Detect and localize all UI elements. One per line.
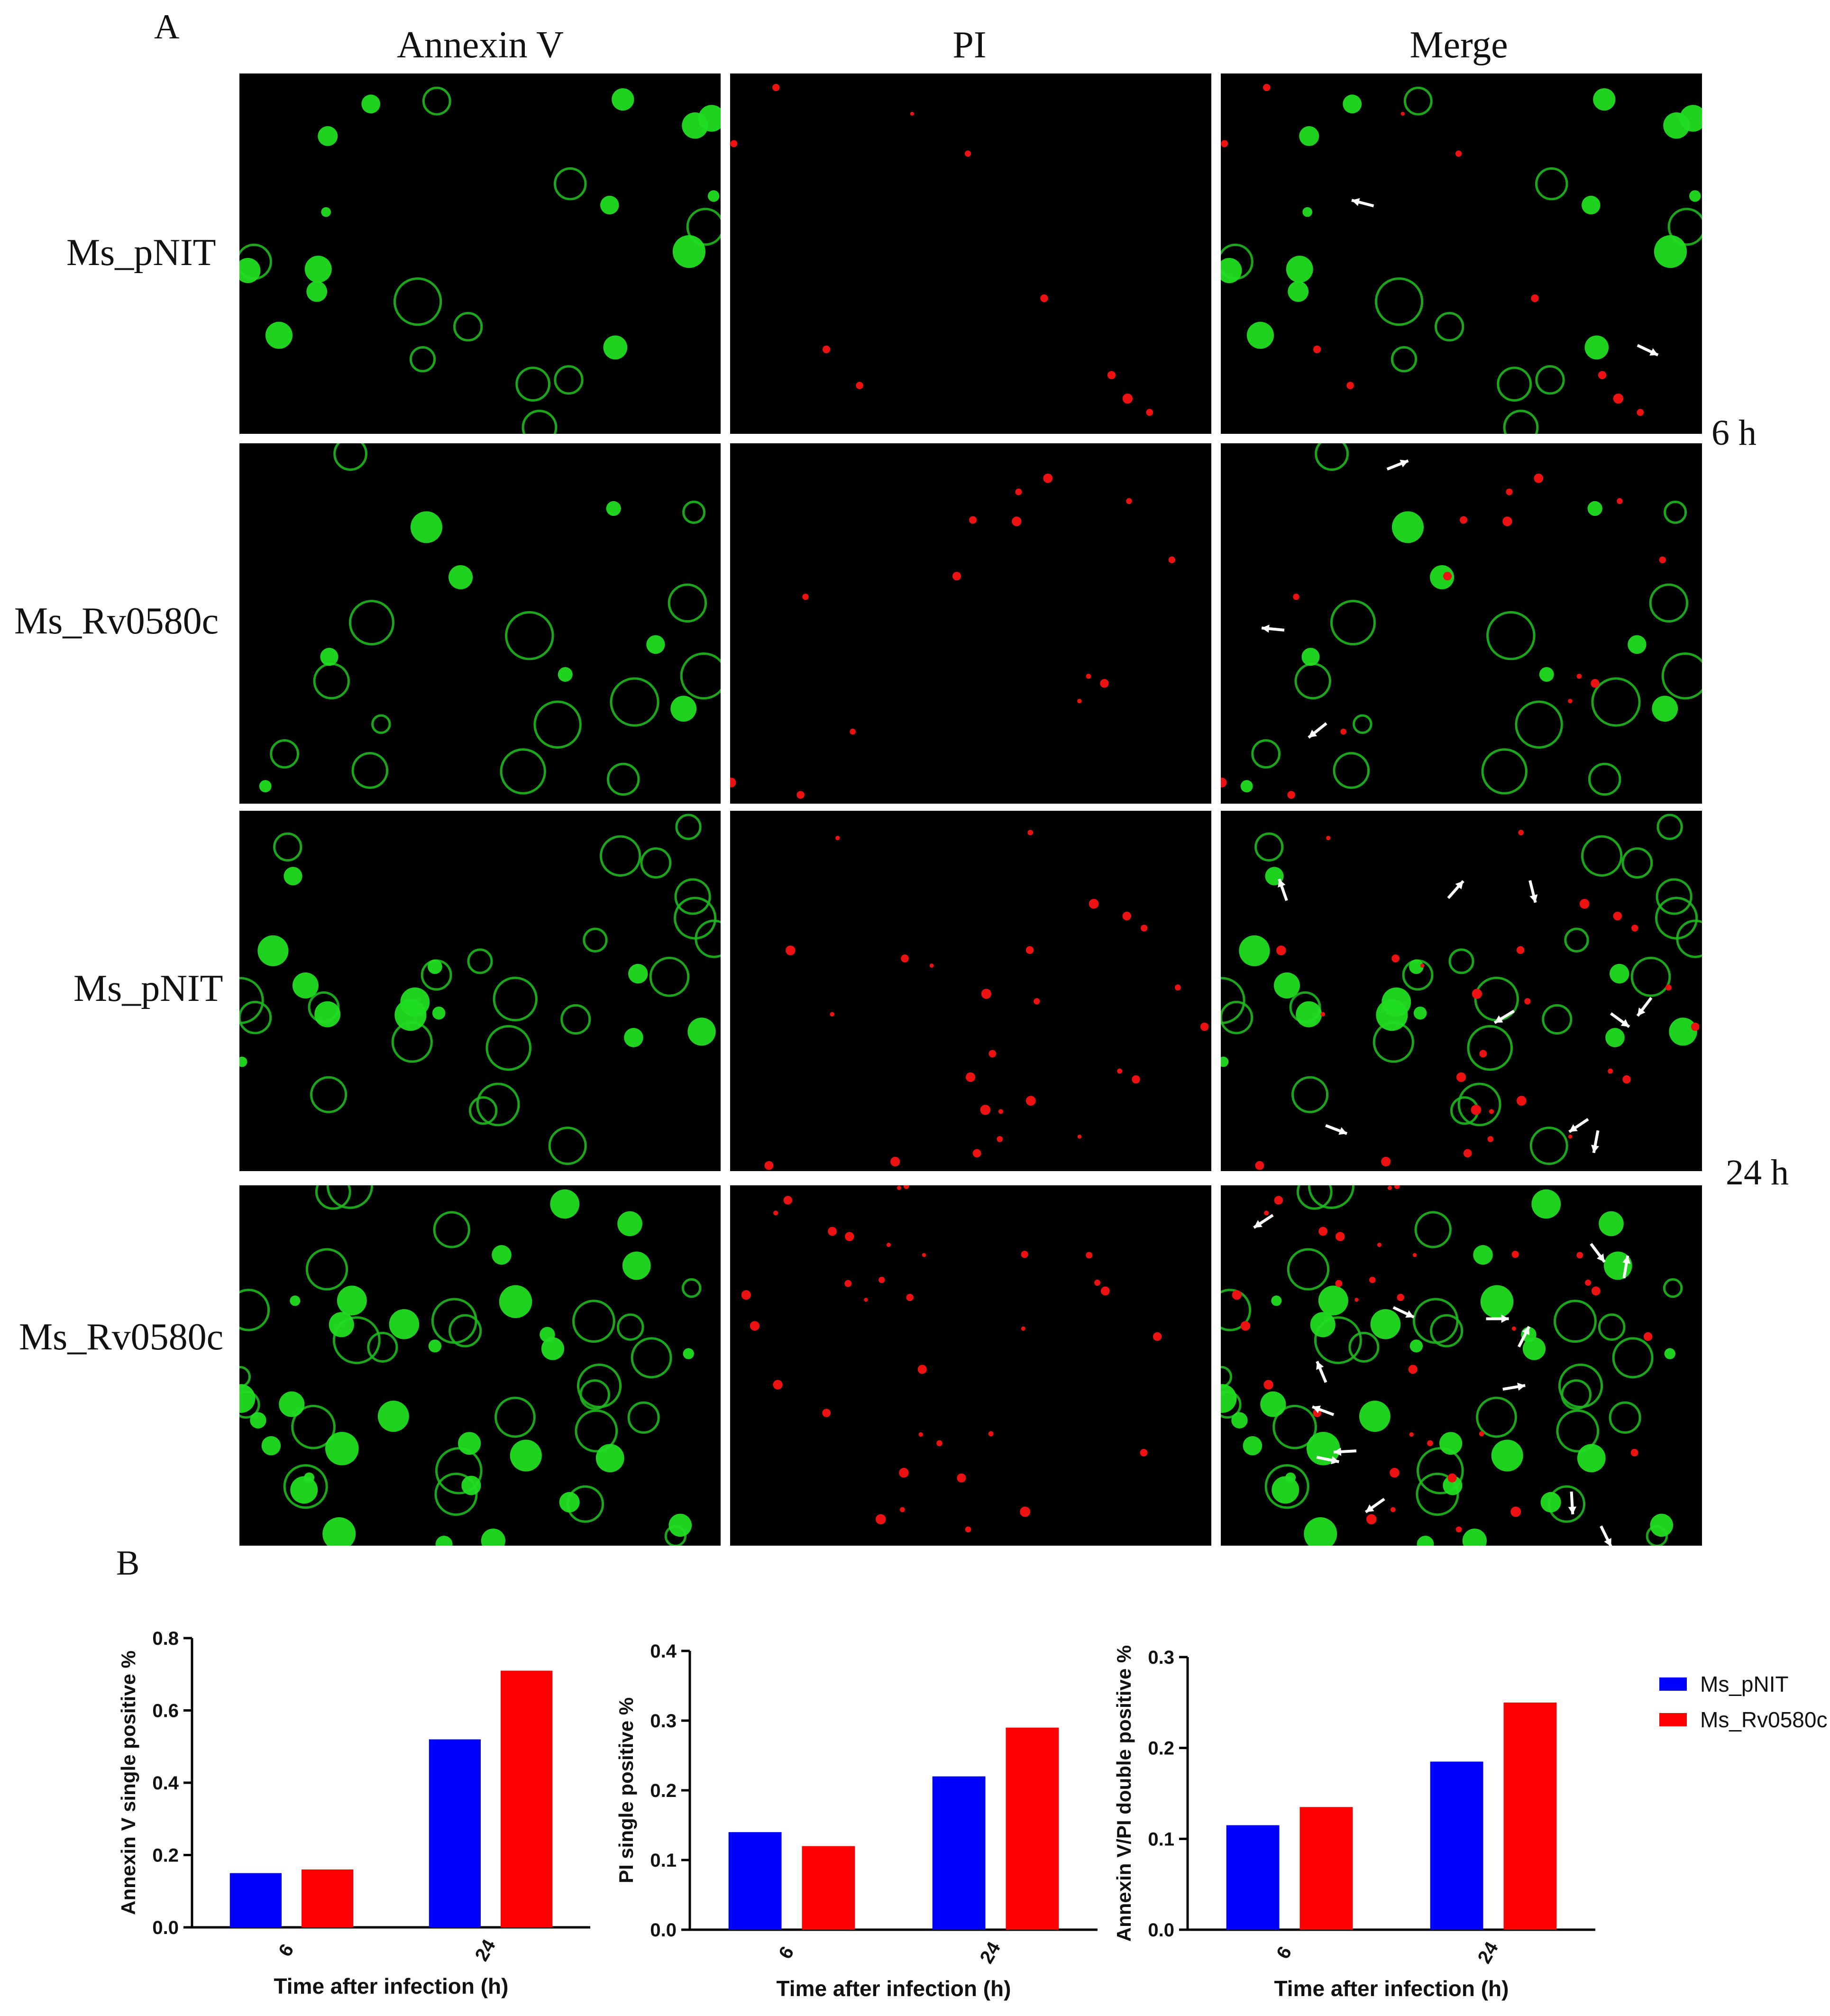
x-tick-label: 24 [1474, 1938, 1503, 1967]
time-label-24h: 24 h [1726, 1153, 1789, 1192]
y-tick-label: 0.3 [650, 1711, 677, 1732]
y-tick-label: 0.2 [650, 1780, 677, 1801]
bar-ms-pnit-6h [728, 1832, 782, 1930]
micrograph-pnit-24h-annexin [239, 811, 721, 1171]
micrograph-image [239, 1185, 702, 1546]
legend-swatch-pnit [1659, 1677, 1687, 1691]
micrograph-pnit-24h-pi [730, 811, 1211, 1171]
x-axis-label: Time after infection (h) [777, 1976, 1011, 2001]
micrograph-rv0580c-6h-merge [1221, 443, 1702, 804]
micrograph-rv0580c-24h-annexin [239, 1185, 721, 1546]
bar-ms-pnit-6h [229, 1873, 282, 1927]
micrograph-image [741, 1185, 1162, 1533]
y-tick-label: 0.6 [152, 1701, 179, 1722]
row-label-rv0580c-6h: Ms_Rv0580c [14, 600, 219, 642]
row-label-pnit-24h: Ms_pNIT [73, 968, 223, 1009]
micrograph-image [764, 830, 1209, 1170]
bar-ms-rv0580c-24h [501, 1670, 553, 1927]
micrograph-image [730, 473, 1175, 799]
micrograph-rv0580c-24h-merge [1221, 1185, 1702, 1546]
micrograph-image [1221, 814, 1702, 1170]
micrograph-pnit-6h-merge [1221, 73, 1702, 434]
bar-ms-rv0580c-24h [1006, 1727, 1059, 1930]
y-tick-label: 0.1 [650, 1850, 677, 1871]
x-tick-label: 6 [775, 1943, 798, 1962]
micrograph-pnit-6h-annexin [239, 73, 721, 434]
y-tick-label: 0.1 [1148, 1829, 1174, 1850]
chart-pi-single-svg: 0.0 0.1 0.2 0.3 0.4 6 24 Time after infection (… [615, 1641, 1098, 2001]
micrograph-image [259, 443, 721, 796]
micrograph-image [1221, 83, 1702, 434]
legend-item-pnit: Ms_pNIT [1659, 1671, 1789, 1697]
micrograph-pnit-6h-pi [730, 73, 1211, 434]
bar-ms-pnit-6h [1226, 1825, 1280, 1930]
row-label-pnit-6h: Ms_pNIT [66, 232, 216, 274]
bar-ms-pnit-24h [932, 1776, 986, 1930]
micrograph-rv0580c-6h-pi [730, 443, 1211, 804]
y-tick-label: 0.3 [1148, 1647, 1174, 1668]
x-axis-label: Time after infection (h) [274, 1974, 509, 1998]
column-title-merge: Merge [1409, 24, 1508, 66]
chart-double-positive-svg: 0.0 0.1 0.2 0.3 6 24 Time after infection (h) A… [1113, 1645, 1595, 2001]
y-tick-label: 0.0 [1148, 1920, 1174, 1941]
time-label-6h: 6 h [1711, 413, 1757, 453]
chart-double-positive: 0.0 0.1 0.2 0.3 6 24 Time after infection (h) A… [1113, 1626, 1610, 2006]
panel-letter-a: A [154, 8, 180, 46]
y-axis-label: Annexin V single positive % [117, 1650, 139, 1915]
x-tick-label: 6 [274, 1941, 298, 1960]
x-tick-label: 24 [976, 1938, 1005, 1967]
micrograph-rv0580c-6h-annexin [239, 443, 721, 804]
legend-label-pnit: Ms_pNIT [1700, 1672, 1789, 1696]
panel-letter-b: B [116, 1544, 140, 1583]
micrograph-image [239, 814, 721, 1165]
y-tick-label: 0.2 [1148, 1738, 1174, 1759]
micrograph-pnit-24h-merge [1221, 811, 1702, 1171]
column-title-annexin: Annexin V [397, 24, 564, 66]
bar-ms-rv0580c-6h [802, 1846, 855, 1930]
bar-ms-pnit-24h [1430, 1761, 1483, 1930]
y-tick-label: 0.0 [152, 1917, 179, 1938]
micrograph-image [1221, 1185, 1683, 1546]
legend-label-rv0580c: Ms_Rv0580c [1700, 1707, 1828, 1732]
row-label-rv0580c-24h: Ms_Rv0580c [19, 1316, 224, 1358]
y-axis-label: Annexin V/PI double positive % [1113, 1645, 1135, 1942]
micrograph-image [1221, 443, 1702, 799]
chart-annexin-single: 0.0 0.2 0.4 0.6 0.8 6 24 Time after infection (… [109, 1612, 612, 2001]
micrograph-image [730, 83, 1153, 416]
legend-swatch-rv0580c [1659, 1713, 1687, 1726]
bar-ms-rv0580c-6h [1299, 1807, 1353, 1930]
bar-ms-rv0580c-6h [302, 1869, 354, 1927]
bar-ms-pnit-24h [429, 1739, 481, 1927]
bar-ms-rv0580c-24h [1503, 1702, 1557, 1930]
micrograph-rv0580c-24h-pi [730, 1185, 1211, 1546]
legend-item-rv0580c: Ms_Rv0580c [1659, 1707, 1827, 1732]
y-tick-label: 0.8 [152, 1628, 179, 1649]
chart-annexin-single-svg: 0.0 0.2 0.4 0.6 0.8 6 24 Time after infection (… [117, 1628, 590, 1998]
y-tick-label: 0.4 [650, 1641, 677, 1662]
y-tick-label: 0.4 [152, 1773, 179, 1794]
x-tick-label: 24 [471, 1936, 500, 1965]
y-tick-label: 0.0 [650, 1920, 677, 1941]
y-axis-label: PI single positive % [615, 1697, 637, 1883]
x-tick-label: 6 [1272, 1943, 1296, 1962]
chart-pi-single: 0.0 0.1 0.2 0.3 0.4 6 24 Time after infection (… [615, 1622, 1112, 2006]
y-tick-label: 0.2 [152, 1845, 179, 1866]
micrograph-image [239, 86, 721, 434]
column-title-pi: PI [952, 24, 987, 66]
x-axis-label: Time after infection (h) [1274, 1976, 1509, 2001]
